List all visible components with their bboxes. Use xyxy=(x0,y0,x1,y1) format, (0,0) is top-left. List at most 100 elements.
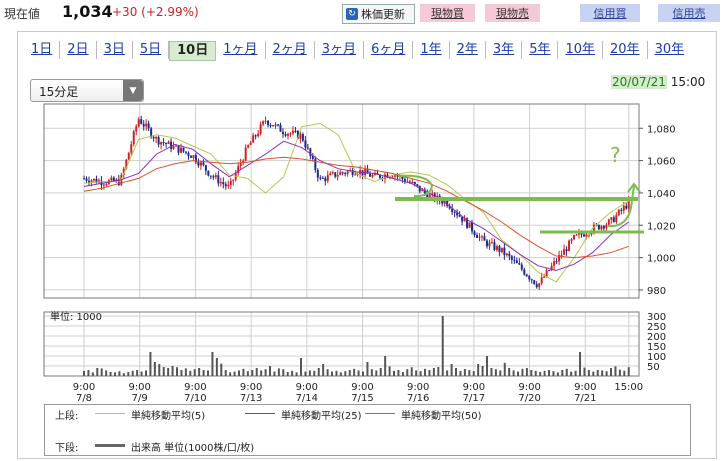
candle-body xyxy=(92,178,95,181)
volume-bar xyxy=(614,366,617,376)
candle-body xyxy=(165,143,168,145)
candle-body xyxy=(301,134,304,141)
candle-body xyxy=(281,131,284,135)
volume-bar xyxy=(251,370,254,376)
candle-body xyxy=(610,217,613,220)
candle-body xyxy=(137,119,140,127)
candle-body xyxy=(421,189,424,192)
candle-body xyxy=(471,222,474,232)
tab-1d[interactable]: 1日 xyxy=(24,41,61,59)
candle-body xyxy=(249,142,252,146)
tab-5y[interactable]: 5年 xyxy=(522,41,559,59)
candle-body xyxy=(560,254,563,256)
margin-buy-button[interactable]: 信用買 xyxy=(580,4,640,22)
candle-body xyxy=(344,173,347,175)
candle-body xyxy=(508,253,511,257)
volume-bar xyxy=(543,370,546,376)
volume-bar xyxy=(370,369,373,376)
price-value: 1,034 xyxy=(62,2,113,21)
candle-body xyxy=(466,218,469,228)
tab-10y[interactable]: 10年 xyxy=(558,41,604,59)
tab-3m[interactable]: 3ヶ月 xyxy=(315,41,365,59)
tab-6m[interactable]: 6ヶ月 xyxy=(364,41,414,59)
candle-body xyxy=(488,242,491,247)
candle-body xyxy=(95,178,98,183)
candle-body xyxy=(386,174,389,178)
tab-3y[interactable]: 3年 xyxy=(486,41,523,59)
tab-2y[interactable]: 2年 xyxy=(450,41,486,59)
volume-bar xyxy=(176,367,179,376)
volume-bar xyxy=(565,368,568,376)
tab-20y[interactable]: 20年 xyxy=(603,41,648,59)
candle-body xyxy=(585,234,588,237)
candle-body xyxy=(102,184,105,186)
candle-body xyxy=(411,182,414,184)
date-tick-label: 7/21 xyxy=(574,393,596,404)
cash-sell-button[interactable]: 現物売 xyxy=(485,4,540,22)
candle-body xyxy=(237,166,240,174)
candle-body xyxy=(543,276,546,278)
candle-body xyxy=(570,239,573,241)
volume-bar xyxy=(384,356,387,376)
candle-body xyxy=(577,232,580,235)
candle-body xyxy=(515,260,518,264)
date-tick-label: 7/10 xyxy=(184,393,206,404)
candle-body xyxy=(294,130,297,132)
tab-1y[interactable]: 1年 xyxy=(413,41,450,59)
candle-body xyxy=(117,179,120,185)
volume-bar xyxy=(313,370,316,376)
interval-select[interactable]: 15分足 ▼ xyxy=(30,79,144,102)
candle-body xyxy=(189,155,192,158)
volume-bar xyxy=(145,370,148,376)
candle-body xyxy=(580,232,583,235)
volume-bar xyxy=(215,358,218,376)
tab-3d[interactable]: 3日 xyxy=(97,41,133,59)
date-tick-label: 7/20 xyxy=(518,393,540,404)
volume-bar xyxy=(162,367,165,376)
tab-2d[interactable]: 2日 xyxy=(60,41,97,59)
price-axis: 980 1,000 1,020 1,040 1,060 1,080 xyxy=(639,124,676,297)
candle-body xyxy=(247,145,250,148)
volume-tick-label: 50 xyxy=(647,362,660,373)
volume-bar xyxy=(357,370,360,376)
candle-body xyxy=(204,165,207,171)
tab-5d[interactable]: 5日 xyxy=(133,41,170,59)
candle-body xyxy=(396,175,399,177)
candle-body xyxy=(605,224,608,229)
cash-buy-button[interactable]: 現物買 xyxy=(420,4,475,22)
candle-body xyxy=(329,173,332,176)
volume-bar xyxy=(202,370,205,376)
volume-bar xyxy=(379,368,382,376)
candle-body xyxy=(90,180,93,183)
refresh-price-button[interactable]: ↻ 株価更新 xyxy=(342,4,415,24)
candle-body xyxy=(209,175,212,177)
candle-body xyxy=(540,277,543,284)
candle-body xyxy=(490,242,493,244)
tab-10d[interactable]: 10日 xyxy=(169,41,217,61)
legend-ma5-label: 単純移動平均(5) xyxy=(131,411,206,422)
tab-30y[interactable]: 30年 xyxy=(654,42,685,57)
candle-body xyxy=(326,175,329,182)
candle-body xyxy=(371,174,374,177)
tab-1m[interactable]: 1ヶ月 xyxy=(216,41,266,59)
candle-body xyxy=(408,181,411,183)
candle-body xyxy=(155,137,158,139)
candle-body xyxy=(160,142,163,145)
candle-body xyxy=(510,256,513,260)
candle-body xyxy=(259,124,262,134)
volume-bar xyxy=(548,370,551,376)
time-tick-label: 9:00 xyxy=(240,382,262,393)
candle-body xyxy=(162,142,165,144)
volume-bar xyxy=(428,370,431,376)
candle-body xyxy=(264,120,267,122)
legend-ma5-swatch xyxy=(95,413,125,414)
candle-body xyxy=(416,184,419,186)
volume-bar xyxy=(286,372,289,376)
margin-sell-button[interactable]: 信用売 xyxy=(658,4,720,22)
candle-body xyxy=(513,259,516,261)
volume-bar xyxy=(149,352,152,376)
tab-2m[interactable]: 2ヶ月 xyxy=(266,41,315,59)
date-tick-label: 7/13 xyxy=(240,393,262,404)
date-tick-label: 7/17 xyxy=(463,393,485,404)
